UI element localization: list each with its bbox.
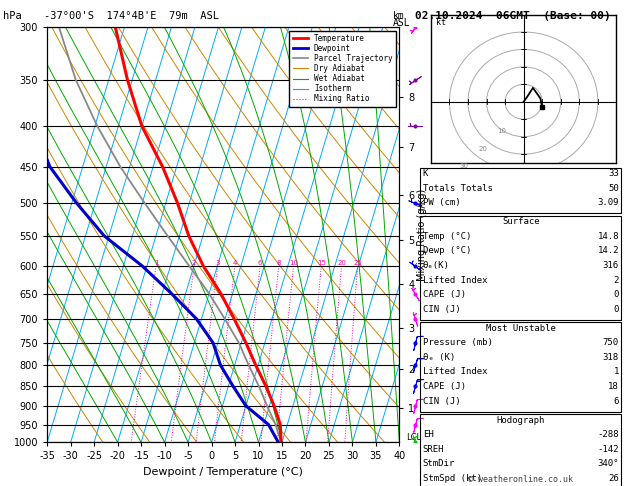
Text: CAPE (J): CAPE (J) bbox=[423, 382, 465, 391]
Text: StmDir: StmDir bbox=[423, 459, 455, 469]
Text: Lifted Index: Lifted Index bbox=[423, 276, 487, 285]
Text: 316: 316 bbox=[603, 261, 619, 270]
Text: 4: 4 bbox=[233, 260, 237, 266]
Text: 1: 1 bbox=[154, 260, 159, 266]
Text: 33: 33 bbox=[608, 169, 619, 178]
Text: Totals Totals: Totals Totals bbox=[423, 184, 493, 193]
Text: K: K bbox=[423, 169, 428, 178]
Text: -142: -142 bbox=[598, 445, 619, 454]
Text: Dewp (°C): Dewp (°C) bbox=[423, 246, 471, 256]
Text: θₑ(K): θₑ(K) bbox=[423, 261, 450, 270]
Text: 15: 15 bbox=[317, 260, 326, 266]
Text: 14.8: 14.8 bbox=[598, 232, 619, 241]
Text: 6: 6 bbox=[613, 397, 619, 406]
Text: km: km bbox=[393, 11, 405, 21]
Text: Most Unstable: Most Unstable bbox=[486, 324, 556, 333]
Text: 6: 6 bbox=[258, 260, 262, 266]
Text: 10: 10 bbox=[289, 260, 298, 266]
Text: θₑ (K): θₑ (K) bbox=[423, 353, 455, 362]
Text: 18: 18 bbox=[608, 382, 619, 391]
Text: 1: 1 bbox=[613, 367, 619, 377]
Text: kt: kt bbox=[437, 18, 447, 27]
Text: hPa: hPa bbox=[3, 11, 22, 21]
Text: 50: 50 bbox=[608, 184, 619, 193]
Text: 318: 318 bbox=[603, 353, 619, 362]
Text: 25: 25 bbox=[353, 260, 362, 266]
Legend: Temperature, Dewpoint, Parcel Trajectory, Dry Adiabat, Wet Adiabat, Isotherm, Mi: Temperature, Dewpoint, Parcel Trajectory… bbox=[289, 31, 396, 106]
Text: Surface: Surface bbox=[502, 217, 540, 226]
Text: 30: 30 bbox=[460, 163, 469, 169]
Text: LCL: LCL bbox=[406, 433, 421, 442]
Text: CIN (J): CIN (J) bbox=[423, 305, 460, 314]
Text: PW (cm): PW (cm) bbox=[423, 198, 460, 208]
Text: 10: 10 bbox=[497, 128, 506, 134]
Text: 340°: 340° bbox=[598, 459, 619, 469]
Text: CIN (J): CIN (J) bbox=[423, 397, 460, 406]
Text: -288: -288 bbox=[598, 430, 619, 439]
Text: 2: 2 bbox=[613, 276, 619, 285]
Text: EH: EH bbox=[423, 430, 433, 439]
Text: © weatheronline.co.uk: © weatheronline.co.uk bbox=[469, 474, 573, 484]
Text: 750: 750 bbox=[603, 338, 619, 347]
Text: 8: 8 bbox=[277, 260, 281, 266]
Text: 14.2: 14.2 bbox=[598, 246, 619, 256]
Text: Temp (°C): Temp (°C) bbox=[423, 232, 471, 241]
Text: 0: 0 bbox=[613, 305, 619, 314]
Text: Pressure (mb): Pressure (mb) bbox=[423, 338, 493, 347]
Text: -37°00'S  174°4B'E  79m  ASL: -37°00'S 174°4B'E 79m ASL bbox=[44, 11, 219, 21]
Text: ASL: ASL bbox=[393, 18, 411, 28]
Text: 20: 20 bbox=[479, 146, 487, 152]
Text: 3.09: 3.09 bbox=[598, 198, 619, 208]
Text: CAPE (J): CAPE (J) bbox=[423, 290, 465, 299]
Text: 0: 0 bbox=[613, 290, 619, 299]
Text: StmSpd (kt): StmSpd (kt) bbox=[423, 474, 482, 483]
Text: 02.10.2024  06GMT  (Base: 00): 02.10.2024 06GMT (Base: 00) bbox=[415, 11, 611, 21]
Text: 20: 20 bbox=[337, 260, 346, 266]
Text: Lifted Index: Lifted Index bbox=[423, 367, 487, 377]
Text: 2: 2 bbox=[192, 260, 196, 266]
Text: 26: 26 bbox=[608, 474, 619, 483]
Text: Hodograph: Hodograph bbox=[497, 416, 545, 425]
X-axis label: Dewpoint / Temperature (°C): Dewpoint / Temperature (°C) bbox=[143, 467, 303, 477]
Text: SREH: SREH bbox=[423, 445, 444, 454]
Text: 3: 3 bbox=[215, 260, 220, 266]
Y-axis label: Mixing Ratio (g/kg): Mixing Ratio (g/kg) bbox=[418, 189, 428, 280]
